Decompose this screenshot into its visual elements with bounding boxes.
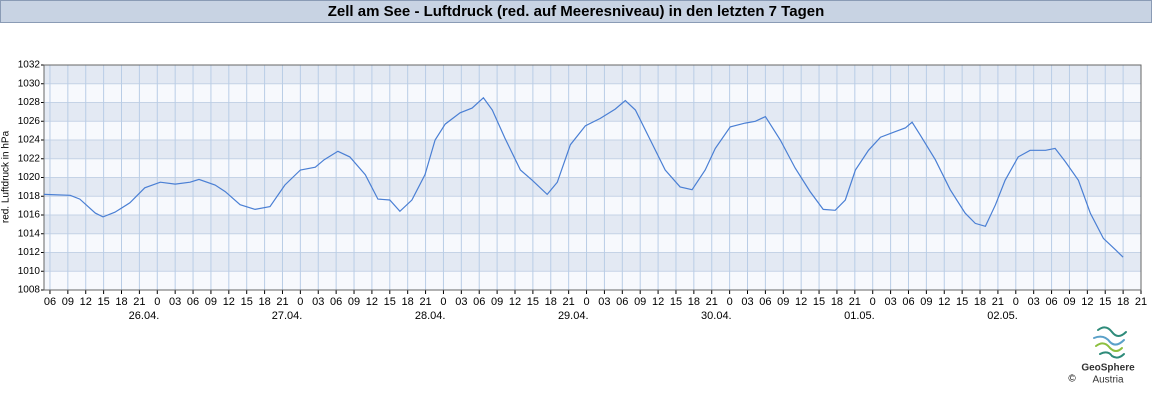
- x-tick-label: 15: [1099, 296, 1111, 308]
- chart-title: Zell am See - Luftdruck (red. auf Meeres…: [328, 3, 825, 20]
- x-tick-label: 21: [419, 296, 431, 308]
- logo-icon: [1093, 326, 1127, 359]
- x-tick-label: 09: [62, 296, 74, 308]
- x-tick-label: 06: [759, 296, 771, 308]
- x-tick-label: 0: [154, 296, 160, 308]
- x-tick-label: 21: [992, 296, 1004, 308]
- copyright: ©: [1068, 374, 1076, 385]
- x-tick-label: 18: [974, 296, 986, 308]
- x-tick-label: 0: [297, 296, 303, 308]
- band: [44, 215, 1141, 234]
- x-tick-label: 18: [688, 296, 700, 308]
- x-tick-label: 0: [1013, 296, 1019, 308]
- x-tick-label: 12: [1081, 296, 1093, 308]
- y-tick-label: 1024: [18, 135, 41, 146]
- x-tick-label: 15: [670, 296, 682, 308]
- x-tick-label: 15: [97, 296, 109, 308]
- x-tick-label: 09: [920, 296, 932, 308]
- y-tick-label: 1018: [18, 191, 41, 202]
- band: [44, 65, 1141, 84]
- x-tick-label: 06: [473, 296, 485, 308]
- x-tick-label: 0: [727, 296, 733, 308]
- x-tick-label: 18: [258, 296, 270, 308]
- date-label: 27.04.: [272, 310, 303, 322]
- x-tick-label: 03: [598, 296, 610, 308]
- y-axis-label: red. Luftdruck in hPa: [1, 130, 12, 223]
- x-tick-label: 03: [1028, 296, 1040, 308]
- x-tick-label: 15: [241, 296, 253, 308]
- x-tick-label: 21: [849, 296, 861, 308]
- date-label: 02.05.: [987, 310, 1018, 322]
- plot-border: [43, 64, 1142, 291]
- x-tick-label: 18: [402, 296, 414, 308]
- x-tick-label: 09: [777, 296, 789, 308]
- x-tick-label: 12: [223, 296, 235, 308]
- x-tick-label: 06: [1045, 296, 1057, 308]
- y-tick-label: 1008: [18, 285, 41, 296]
- x-tick-label: 21: [276, 296, 288, 308]
- x-tick-label: 0: [583, 296, 589, 308]
- x-tick-label: 12: [509, 296, 521, 308]
- x-tick-label: 06: [330, 296, 342, 308]
- band: [44, 252, 1141, 272]
- x-tick-label: 03: [312, 296, 324, 308]
- x-tick-label: 18: [115, 296, 127, 308]
- y-tick-label: 1014: [18, 228, 41, 239]
- x-tick-label: 0: [870, 296, 876, 308]
- x-tick-label: 06: [187, 296, 199, 308]
- band: [44, 102, 1141, 122]
- x-tick-label: 15: [956, 296, 968, 308]
- y-tick-label: 1032: [18, 60, 41, 71]
- y-tick-label: 1022: [18, 153, 41, 164]
- x-tick-label: 21: [1135, 296, 1147, 308]
- x-tick-label: 09: [348, 296, 360, 308]
- band: [44, 177, 1141, 197]
- x-tick-label: 12: [366, 296, 378, 308]
- y-tick-label: 1030: [18, 78, 41, 89]
- x-tick-label: 06: [616, 296, 628, 308]
- x-tick-label: 09: [205, 296, 217, 308]
- date-label: 28.04.: [415, 310, 446, 322]
- x-tick-label: 09: [634, 296, 646, 308]
- x-tick-label: 0: [440, 296, 446, 308]
- x-tick-label: 18: [1117, 296, 1129, 308]
- y-tick-label: 1020: [18, 172, 41, 183]
- x-tick-label: 18: [545, 296, 557, 308]
- x-tick-label: 12: [938, 296, 950, 308]
- x-tick-label: 12: [80, 296, 92, 308]
- x-tick-label: 18: [831, 296, 843, 308]
- date-label: 26.04.: [129, 310, 160, 322]
- x-tick-label: 03: [455, 296, 467, 308]
- x-tick-label: 21: [133, 296, 145, 308]
- y-tick-label: 1010: [18, 266, 41, 277]
- plot-area: 1008 1010 1012 1014 1016 1018 1020 1022 1024 1026…: [18, 60, 1147, 322]
- data-line: [43, 96, 1124, 258]
- x-tick-label: 21: [563, 296, 575, 308]
- y-tick-label: 1012: [18, 247, 41, 258]
- y-tick-label: 1026: [18, 116, 41, 127]
- date-label: 29.04.: [558, 310, 589, 322]
- x-tick-label: 03: [884, 296, 896, 308]
- x-tick-label: 06: [44, 296, 56, 308]
- x-tick-label: 15: [527, 296, 539, 308]
- x-tick-label: 15: [384, 296, 396, 308]
- x-tick-label: 12: [652, 296, 664, 308]
- band: [44, 140, 1141, 159]
- y-tick-label: 1028: [18, 97, 41, 108]
- x-tick-label: 06: [902, 296, 914, 308]
- logo-sub: Austria: [1092, 375, 1124, 386]
- date-label: 01.05.: [844, 310, 875, 322]
- x-tick-label: 09: [1063, 296, 1075, 308]
- y-tick-label: 1016: [18, 210, 41, 221]
- logo-name: GeoSphere: [1081, 363, 1135, 374]
- x-tick-label: 15: [813, 296, 825, 308]
- date-label: 30.04.: [701, 310, 732, 322]
- x-tick-label: 12: [795, 296, 807, 308]
- x-tick-label: 03: [741, 296, 753, 308]
- x-tick-label: 03: [169, 296, 181, 308]
- x-tick-label: 21: [706, 296, 718, 308]
- x-tick-label: 09: [491, 296, 503, 308]
